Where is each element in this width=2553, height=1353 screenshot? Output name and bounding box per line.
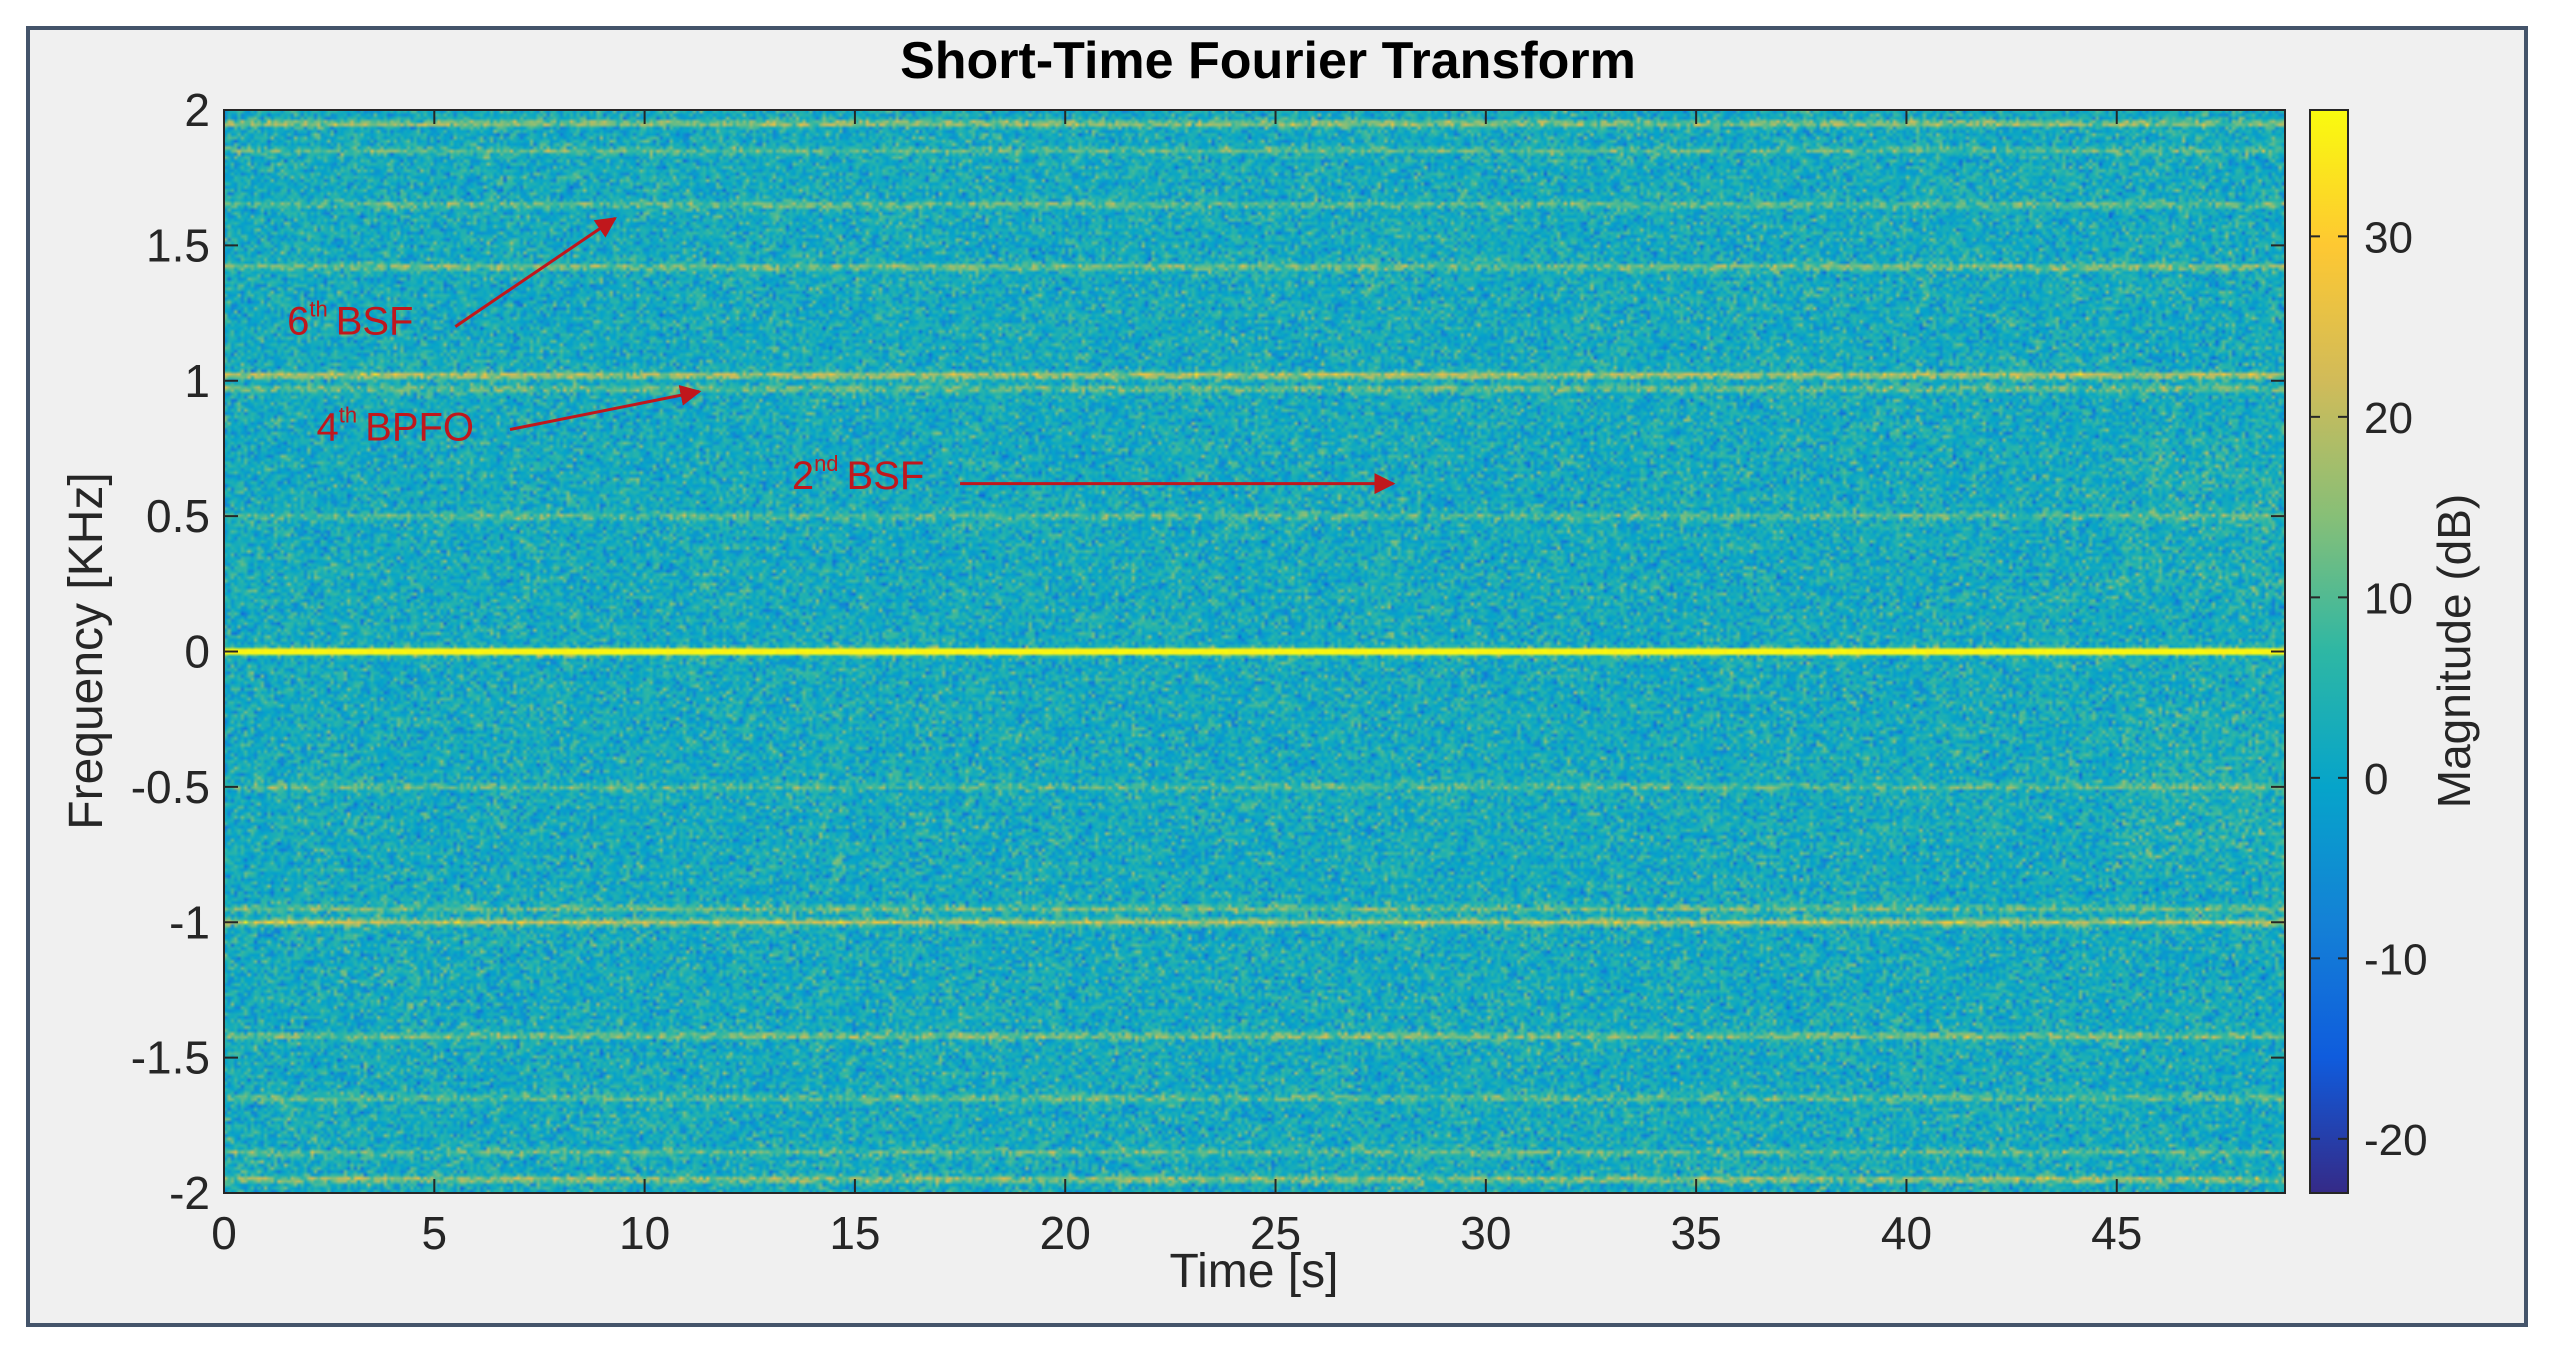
figure-frame: Short-Time Fourier Transform 0 5 10 15 20 25 3…: [26, 26, 2528, 1327]
y-tick-label: -0.5: [131, 761, 210, 813]
x-axis-ticks: 0 5 10 15 20 25 30 35 40 45: [211, 110, 2142, 1259]
x-tick-label: 30: [1460, 1207, 1511, 1259]
colorbar-tick-label: 30: [2364, 213, 2413, 262]
annotations: 6th BSF 4th BPFO 2nd BSF: [287, 217, 1396, 498]
annotation-1: 6th BSF: [287, 217, 617, 344]
x-tick-label: 0: [211, 1207, 237, 1259]
y-tick-label: 2: [184, 84, 210, 136]
plot-area: [223, 109, 2286, 1194]
y-tick-label: -2: [169, 1167, 210, 1219]
x-tick-label: 20: [1040, 1207, 1091, 1259]
x-tick-label: 15: [829, 1207, 880, 1259]
x-axis-label: Time [s]: [1170, 1245, 1339, 1298]
colorbar: 30 20 10 0 -10 -20 Magnitude (dB): [2309, 109, 2480, 1194]
x-tick-label: 45: [2091, 1207, 2142, 1259]
colorbar-label: Magnitude (dB): [2428, 494, 2480, 809]
y-axis-label: Frequency [KHz]: [60, 472, 113, 829]
y-tick-label: 0: [184, 626, 210, 678]
colorbar-tick-label: -20: [2364, 1116, 2428, 1165]
colorbar-tick-label: 0: [2364, 755, 2388, 804]
annotation-arrow: [454, 217, 617, 328]
annotation-label: 6th BSF: [287, 297, 413, 344]
y-tick-label: -1: [169, 896, 210, 948]
stft-spectrogram-chart: Short-Time Fourier Transform 0 5 10 15 20 25 3…: [60, 32, 2480, 1298]
annotation-2: 4th BPFO: [317, 384, 702, 449]
spectrogram-image: [224, 110, 2285, 1193]
y-axis-ticks: 2 1.5 1 0.5 0 -0.5 -1 -1.5 -2: [131, 84, 2285, 1219]
annotation-3: 2nd BSF: [792, 451, 1396, 498]
colorbar-tick-label: 20: [2364, 394, 2413, 443]
colorbar-tick-label: -10: [2364, 935, 2428, 984]
y-tick-label: 1: [184, 355, 210, 407]
colorbar-gradient: [2309, 109, 2349, 1194]
x-tick-label: 5: [422, 1207, 448, 1259]
annotation-label: 2nd BSF: [792, 451, 925, 498]
y-tick-label: -1.5: [131, 1032, 210, 1084]
x-tick-label: 10: [619, 1207, 670, 1259]
colorbar-tick-label: 10: [2364, 574, 2413, 623]
x-tick-label: 35: [1671, 1207, 1722, 1259]
y-tick-label: 1.5: [146, 219, 210, 271]
y-tick-label: 0.5: [146, 490, 210, 542]
x-tick-label: 40: [1881, 1207, 1932, 1259]
x-tick-label: 25: [1250, 1207, 1301, 1259]
annotation-arrow: [509, 384, 702, 431]
chart-title: Short-Time Fourier Transform: [900, 32, 1636, 90]
annotation-label: 4th BPFO: [317, 402, 475, 449]
colorbar-ticks: 30 20 10 0 -10 -20: [2310, 213, 2428, 1165]
